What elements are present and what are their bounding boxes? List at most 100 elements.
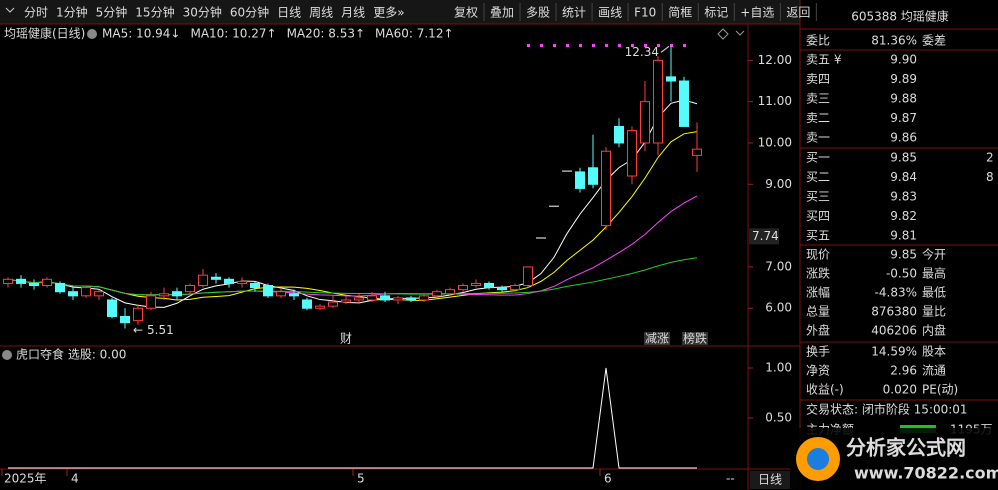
signal-dot [605, 44, 608, 47]
high-label: 12.34 [625, 45, 659, 59]
tool-button[interactable]: F10 [634, 6, 656, 20]
ask-price: 9.90 [890, 53, 917, 67]
tool-button[interactable]: 多股 [526, 6, 550, 20]
period-tab-bg [750, 471, 798, 489]
candle-body [3, 278, 13, 284]
period-tab[interactable]: 分时 [24, 6, 48, 20]
candle-body [276, 291, 286, 297]
signal-dot [644, 44, 647, 47]
signal-dot [683, 44, 686, 47]
badge: 减涨 [645, 331, 669, 346]
stat-value: -0.50 [886, 267, 917, 281]
ask-label: 卖三 [806, 92, 830, 106]
period-tab[interactable]: 日线 [277, 6, 301, 20]
ma-legend: MA5: 10.94↓ [102, 27, 180, 41]
tool-button[interactable]: +自选 [740, 6, 774, 20]
badge: 榜跌 [683, 331, 707, 346]
bid-price: 9.83 [890, 190, 917, 204]
candle-body [185, 285, 195, 293]
y-tick-label: 0.50 [765, 411, 792, 425]
bid-label: 买一 [806, 151, 830, 165]
indicator-title: 虎口夺食 选股: 0.00 [16, 347, 126, 362]
ma-legend: MA20: 8.53↑ [287, 27, 365, 41]
tool-button[interactable]: 标记 [704, 6, 728, 20]
stat-label2: 今开 [922, 247, 946, 262]
stat-label: 总量 [806, 305, 830, 319]
signal-dot [657, 44, 660, 47]
fin-label2: PE(动) [922, 383, 958, 397]
indicator-icon [2, 350, 12, 360]
stat-label2: 最低 [922, 286, 946, 300]
axis-marker-bg [749, 228, 779, 245]
candle-body [679, 80, 689, 127]
candle-body [497, 287, 507, 291]
candle-body [237, 280, 247, 284]
ask-price: 9.86 [890, 131, 917, 145]
signal-dot [566, 44, 569, 47]
bid-volume: 2 [986, 151, 994, 165]
signal-dot [670, 44, 673, 47]
ask-price: 9.87 [890, 111, 917, 125]
candle-body [198, 274, 208, 287]
legend-icon [87, 29, 97, 39]
candle-body [393, 297, 403, 301]
period-tab[interactable]: 月线 [341, 6, 365, 20]
row-label2: 委差 [922, 34, 946, 48]
tool-button[interactable]: 画线 [598, 6, 622, 20]
stat-value: 876380 [871, 305, 917, 319]
axis-marker-label: 7.74 [752, 229, 779, 243]
row-value: 81.36% [871, 34, 917, 48]
signal-dot [579, 44, 582, 47]
fin-label2: 流通 [922, 364, 946, 378]
tool-button[interactable]: 返回 [786, 6, 810, 20]
ask-label: 卖二 [806, 111, 830, 125]
settings-icon [717, 28, 729, 40]
period-tab[interactable]: 1分钟 [56, 5, 88, 20]
candle-body [29, 282, 39, 287]
candle-body [42, 278, 52, 287]
tool-button[interactable]: 简框 [668, 6, 692, 20]
menu-icon [5, 7, 15, 13]
collapse-icon [735, 30, 745, 36]
bid-label: 买三 [806, 190, 830, 204]
tool-button[interactable]: 复权 [454, 6, 478, 20]
fin-label2: 股本 [922, 345, 946, 359]
fin-label: 净资 [806, 364, 830, 378]
y-tick-label: 6.00 [765, 301, 792, 315]
candle-body [406, 297, 416, 301]
ma-legend: MA10: 10.27↑ [190, 27, 276, 41]
x-tick-label: 2025年 [4, 472, 47, 486]
candle-body [575, 171, 585, 189]
tool-button[interactable]: 叠加 [490, 6, 514, 20]
watermark-logo-inner [807, 448, 829, 470]
candle-body [614, 125, 624, 144]
candle-body [601, 150, 611, 227]
x-tick-label: 4 [71, 472, 79, 486]
chart-title: 均瑶健康(日线) [4, 26, 85, 41]
stat-label2: 最高 [922, 266, 946, 281]
bid-label: 买二 [806, 170, 830, 184]
stat-label2: 量比 [922, 305, 946, 319]
candle-body [81, 287, 91, 297]
candle-body [653, 59, 663, 144]
candle-body [224, 278, 234, 284]
candle-body [68, 291, 78, 297]
period-tab[interactable]: 周线 [309, 6, 333, 20]
period-tab[interactable]: 5分钟 [96, 5, 128, 20]
ask-label: 卖五 ¥ [806, 53, 842, 67]
candle-body [484, 282, 494, 289]
period-tab[interactable]: 更多» [373, 6, 404, 20]
candle-body [211, 276, 221, 280]
candle-body [172, 291, 182, 297]
period-tab[interactable]: 15分钟 [135, 5, 174, 20]
period-tab[interactable]: 30分钟 [183, 5, 222, 20]
signal-dot [618, 44, 621, 47]
tool-button[interactable]: 统计 [562, 6, 586, 20]
fin-value: 2.96 [890, 364, 917, 378]
y-tick-label: 1.00 [765, 361, 792, 375]
y-tick-label: 7.00 [765, 259, 792, 273]
period-tab-bottom[interactable]: 日线 [758, 473, 782, 487]
period-tab[interactable]: 60分钟 [230, 5, 269, 20]
candle-body [692, 148, 702, 156]
